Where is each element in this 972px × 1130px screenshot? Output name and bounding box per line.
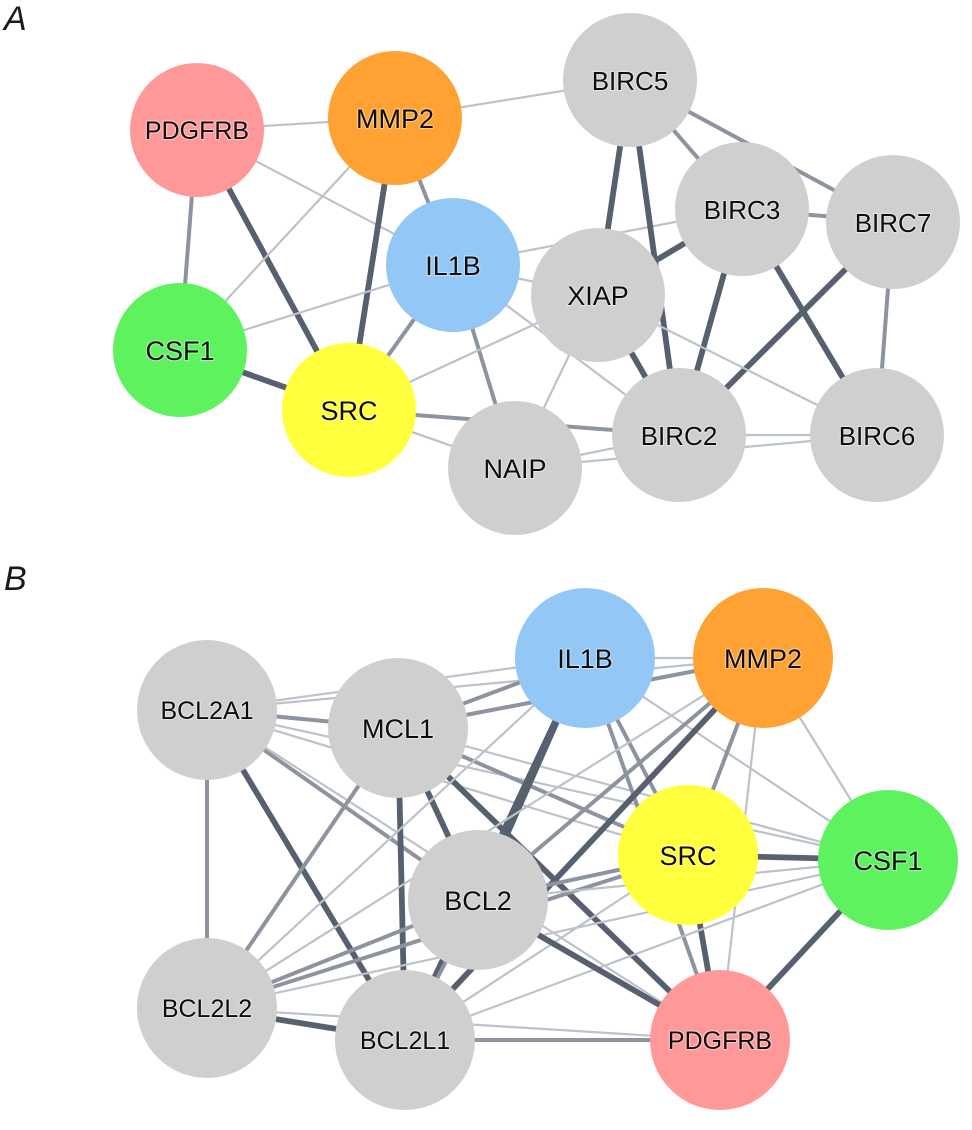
svg-text:BCL2L2: BCL2L2 (162, 995, 252, 1023)
svg-text:PDGFRB: PDGFRB (668, 1027, 772, 1055)
svg-text:BIRC7: BIRC7 (855, 208, 932, 238)
svg-text:MCL1: MCL1 (362, 714, 434, 744)
svg-text:BCL2: BCL2 (444, 886, 512, 916)
svg-text:SRC: SRC (659, 841, 716, 871)
svg-text:BCL2L1: BCL2L1 (360, 1027, 450, 1055)
svg-text:XIAP: XIAP (567, 281, 629, 311)
svg-text:NAIP: NAIP (483, 454, 546, 484)
svg-text:BIRC3: BIRC3 (704, 195, 781, 225)
svg-text:IL1B: IL1B (557, 644, 613, 674)
svg-text:CSF1: CSF1 (145, 336, 214, 366)
svg-text:BIRC6: BIRC6 (839, 421, 916, 451)
svg-text:MMP2: MMP2 (356, 104, 434, 134)
svg-text:MMP2: MMP2 (724, 644, 802, 674)
svg-text:IL1B: IL1B (425, 251, 481, 281)
svg-text:PDGFRB: PDGFRB (145, 117, 249, 145)
svg-text:BIRC5: BIRC5 (592, 66, 669, 96)
svg-text:CSF1: CSF1 (853, 846, 922, 876)
svg-text:BCL2A1: BCL2A1 (160, 697, 253, 725)
svg-text:SRC: SRC (320, 396, 377, 426)
svg-text:BIRC2: BIRC2 (641, 421, 718, 451)
